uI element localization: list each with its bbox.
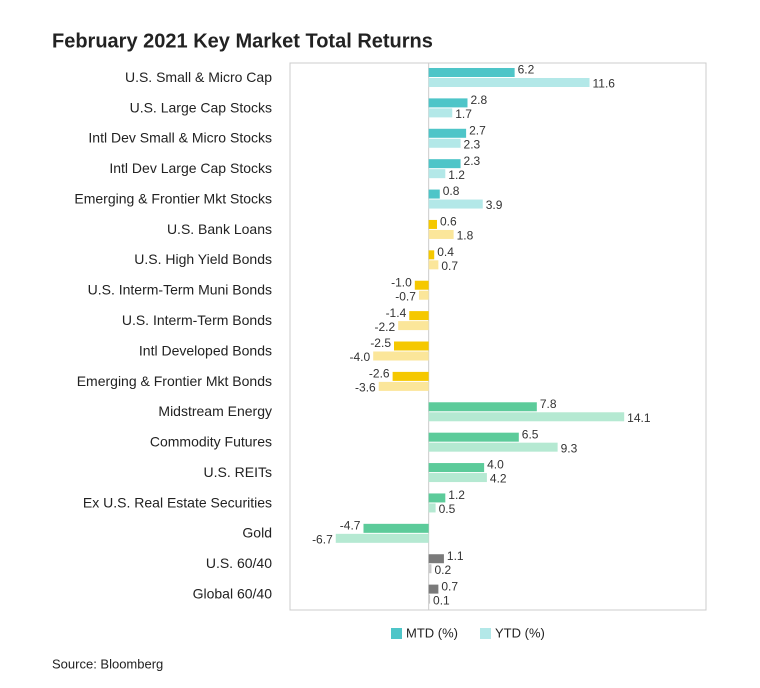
bar — [428, 159, 461, 169]
value-label: -2.5 — [370, 336, 391, 350]
category-label: U.S. REITs — [204, 464, 272, 480]
category-label: Intl Developed Bonds — [139, 342, 272, 358]
value-label: 2.7 — [469, 123, 486, 137]
bar — [428, 594, 431, 604]
legend-swatch — [480, 628, 491, 639]
bar — [335, 533, 429, 543]
value-label: 4.0 — [487, 458, 504, 472]
bar — [414, 280, 429, 290]
bar — [428, 78, 590, 87]
bar — [428, 412, 625, 422]
bar — [428, 442, 558, 452]
bar — [378, 381, 429, 391]
value-label: 2.3 — [464, 137, 481, 151]
category-label: Global 60/40 — [193, 586, 273, 602]
value-label: -2.2 — [374, 320, 395, 334]
category-label: Emerging & Frontier Mkt Bonds — [77, 373, 272, 389]
legend-label: MTD (%) — [406, 625, 458, 640]
value-label: 9.3 — [561, 441, 578, 455]
value-label: 0.6 — [440, 215, 457, 229]
category-label: U.S. 60/40 — [206, 555, 272, 571]
value-label: 1.7 — [455, 107, 472, 121]
value-label: 1.2 — [448, 488, 465, 502]
bar — [428, 138, 461, 148]
value-label: 0.8 — [443, 184, 460, 198]
bar — [428, 98, 468, 108]
category-label: Commodity Futures — [150, 434, 272, 450]
category-label: Emerging & Frontier Mkt Stocks — [74, 190, 272, 206]
value-label: 7.8 — [540, 397, 557, 411]
chart-title: February 2021 Key Market Total Returns — [52, 30, 433, 52]
value-label: 1.1 — [447, 549, 464, 563]
bar — [428, 432, 519, 442]
value-label: 2.8 — [470, 93, 487, 107]
value-label: 1.8 — [457, 229, 474, 243]
bar — [428, 402, 537, 412]
bar — [428, 564, 432, 574]
value-label: 4.2 — [490, 472, 507, 486]
bar — [363, 523, 429, 533]
category-label: Midstream Energy — [158, 403, 272, 419]
value-label: 11.6 — [593, 77, 616, 91]
value-label: 0.1 — [433, 593, 450, 607]
value-label: -0.7 — [395, 289, 416, 303]
value-label: -2.6 — [369, 367, 390, 381]
bar — [428, 584, 439, 594]
value-label: 14.1 — [627, 411, 651, 425]
bar — [428, 68, 515, 77]
bar — [428, 260, 439, 270]
category-label: U.S. High Yield Bonds — [134, 251, 272, 267]
value-label: -4.0 — [350, 350, 371, 364]
bar — [428, 493, 446, 503]
category-label: U.S. Interm-Term Bonds — [122, 312, 272, 328]
value-label: -1.0 — [391, 275, 412, 289]
value-label: 2.3 — [464, 154, 481, 168]
bar — [428, 199, 483, 209]
value-label: -4.7 — [340, 519, 361, 533]
bar — [392, 371, 429, 381]
bar — [428, 250, 435, 260]
value-label: 0.5 — [439, 502, 456, 516]
bar — [398, 321, 429, 331]
legend-swatch — [391, 628, 402, 639]
plot-frame — [289, 62, 707, 611]
bar — [428, 463, 485, 473]
category-label: Intl Dev Large Cap Stocks — [109, 160, 272, 176]
bar — [428, 503, 436, 513]
value-label: -1.4 — [386, 306, 407, 320]
value-label: 6.5 — [522, 427, 539, 441]
bar — [409, 311, 429, 321]
value-label: -3.6 — [355, 381, 376, 395]
value-label: 3.9 — [486, 198, 503, 212]
bar — [418, 290, 429, 300]
bar — [428, 169, 446, 179]
bar — [428, 229, 454, 239]
value-label: 1.2 — [448, 168, 465, 182]
value-label: -6.7 — [312, 533, 333, 547]
bar — [428, 128, 467, 138]
value-label: 0.4 — [437, 245, 454, 259]
category-label: U.S. Small & Micro Cap — [125, 69, 272, 85]
bar — [428, 554, 444, 564]
value-label: 6.2 — [518, 63, 535, 77]
value-label: 0.7 — [441, 579, 458, 593]
bar — [428, 473, 487, 483]
value-label: 0.2 — [434, 563, 451, 577]
legend-label: YTD (%) — [495, 625, 545, 640]
value-label: 0.7 — [441, 259, 458, 273]
bar — [428, 219, 437, 229]
bar — [428, 108, 453, 118]
source-note: Source: Bloomberg — [52, 656, 163, 671]
category-label: U.S. Large Cap Stocks — [130, 99, 272, 115]
category-label: Intl Dev Small & Micro Stocks — [88, 130, 272, 146]
category-label: Gold — [242, 525, 272, 541]
category-label: Ex U.S. Real Estate Securities — [83, 494, 272, 510]
category-label: U.S. Bank Loans — [167, 221, 272, 237]
category-label: U.S. Interm-Term Muni Bonds — [88, 282, 272, 298]
bar — [373, 351, 429, 361]
bar — [428, 189, 440, 199]
bar — [394, 341, 429, 351]
